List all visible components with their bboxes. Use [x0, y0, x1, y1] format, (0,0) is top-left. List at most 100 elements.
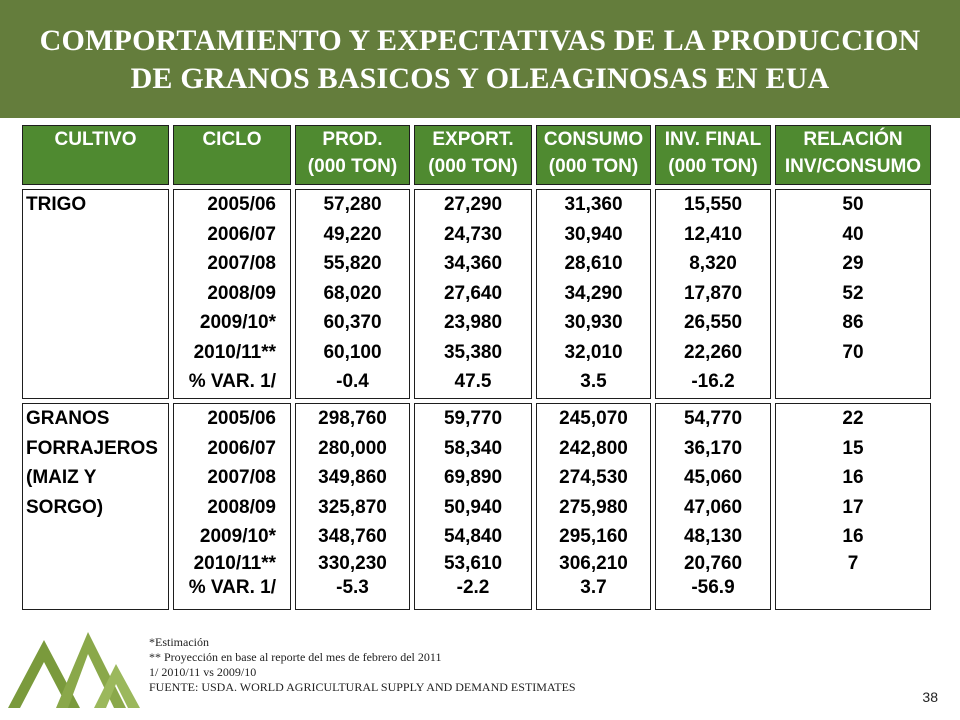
prod-value: 330,230: [318, 552, 387, 574]
prod-value: 60,370: [323, 312, 382, 333]
footnote: 1/ 2010/11 vs 2009/10: [149, 665, 257, 679]
ratio-value: 22: [842, 408, 864, 429]
ratio-value: 17: [842, 496, 864, 518]
consumo-value: 3.7: [580, 576, 607, 598]
crop-name: TRIGO: [26, 194, 87, 215]
inv-value: 47,060: [683, 496, 743, 518]
prod-value: 298,760: [318, 408, 387, 429]
export-value: 47.5: [454, 371, 492, 392]
header-label: EXPORT.: [432, 129, 514, 150]
export-value: 58,340: [443, 437, 503, 459]
inv-value: 45,060: [683, 467, 743, 488]
ratio-value: 29: [842, 253, 864, 274]
header-relacion: RELACIÓN INV/CONSUMO: [775, 125, 931, 185]
ratio-list: 50 40 29 52 86 70: [776, 190, 930, 397]
page-number: 38: [922, 689, 938, 705]
header-label: RELACIÓN: [803, 129, 903, 150]
title-line-1: COMPORTAMIENTO Y EXPECTATIVAS DE LA PROD…: [39, 24, 921, 57]
ratio-value: 16: [842, 467, 864, 488]
crop-name: SORGO): [26, 496, 104, 518]
export-value: 54,840: [443, 526, 503, 547]
header-label: (000 TON): [307, 156, 398, 177]
cycle-value: 2010/11**: [193, 552, 276, 574]
prod-value: 49,220: [323, 223, 382, 245]
inv-value: 26,550: [683, 312, 743, 333]
ratio-value: 16: [842, 526, 864, 547]
crop-name: GRANOS: [26, 408, 110, 429]
header-ciclo: CICLO: [173, 125, 291, 185]
cycle-value: % VAR. 1/: [188, 576, 276, 598]
inv-value: 8,320: [689, 253, 737, 274]
consumo-value: 274,530: [559, 467, 628, 488]
export-list: 59,770 58,340 69,890 50,940 54,840 53,61…: [415, 404, 531, 600]
ratio-value: 7: [847, 552, 859, 574]
inv-value: -56.9: [691, 576, 735, 598]
ratio-list: 22 15 16 17 16 7: [776, 404, 930, 600]
consumo-value: 275,980: [559, 496, 628, 518]
crop-name-list: TRIGO: [23, 190, 168, 220]
crop-name: (MAIZ Y: [26, 467, 97, 488]
ratio-value: 40: [842, 223, 864, 245]
ratio-value: 70: [842, 341, 864, 363]
export-value: 34,360: [443, 253, 503, 274]
logo-peak-right: [94, 664, 140, 708]
export-cell: 27,290 24,730 34,360 27,640 23,980 35,38…: [414, 189, 532, 399]
logo-peak-left: [8, 640, 80, 708]
export-value: 50,940: [443, 496, 503, 518]
consumo-value: 28,610: [564, 253, 623, 274]
consumo-value: 32,010: [564, 341, 623, 363]
header-label: (000 TON): [428, 156, 518, 177]
export-value: 23,980: [443, 312, 503, 333]
consumo-value: 30,930: [564, 312, 623, 333]
cycle-value: 2009/10*: [199, 312, 276, 333]
cycle-list: 2005/06 2006/07 2007/08 2008/09 2009/10*…: [174, 190, 290, 397]
header-label: INV/CONSUMO: [784, 156, 922, 177]
inv-value: 20,760: [683, 552, 743, 574]
consumo-value: 245,070: [559, 408, 628, 429]
prod-value: 55,820: [323, 253, 382, 274]
prod-value: -5.3: [336, 576, 369, 598]
slide-title: COMPORTAMIENTO Y EXPECTATIVAS DE LA PROD…: [0, 22, 960, 98]
cycle-value: 2010/11**: [193, 341, 276, 363]
export-value: 69,890: [443, 467, 503, 488]
cycle-value: 2009/10*: [199, 526, 276, 547]
export-list: 27,290 24,730 34,360 27,640 23,980 35,38…: [415, 190, 531, 397]
ratio-value: 15: [842, 437, 864, 459]
grain-table: CULTIVO CICLO PROD. (000 TON) EXPORT. (000…: [18, 121, 935, 614]
consumo-value: 30,940: [564, 223, 623, 245]
title-line-2: DE GRANOS BASICOS Y OLEAGINOSAS EN EUA: [130, 62, 830, 95]
consumo-cell: 245,070 242,800 274,530 275,980 295,160 …: [536, 403, 651, 610]
ratio-value: [776, 576, 930, 600]
prod-value: 348,760: [318, 526, 387, 547]
inv-cell: 15,550 12,410 8,320 17,870 26,550 22,260…: [655, 189, 771, 399]
footnote-source: FUENTE: USDA. WORLD AGRICULTURAL SUPPLY …: [149, 680, 576, 694]
cycle-cell: 2005/06 2006/07 2007/08 2008/09 2009/10*…: [173, 403, 291, 610]
cycle-cell: 2005/06 2006/07 2007/08 2008/09 2009/10*…: [173, 189, 291, 399]
inv-value: -16.2: [691, 371, 735, 392]
header-row: CULTIVO CICLO PROD. (000 TON) EXPORT. (000…: [22, 125, 931, 185]
export-value: 59,770: [443, 408, 503, 429]
cycle-value: 2008/09: [207, 282, 276, 304]
header-label: PROD.: [322, 129, 383, 150]
footnote: *Estimación: [149, 635, 209, 649]
header-label: (000 TON): [668, 156, 758, 177]
crop-cell: TRIGO: [22, 189, 169, 399]
prod-value: 57,280: [323, 194, 382, 215]
section-granos-forrajeros: GRANOS FORRAJEROS (MAIZ Y SORGO) 2005/06…: [22, 403, 931, 610]
cycle-list: 2005/06 2006/07 2007/08 2008/09 2009/10*…: [174, 404, 290, 600]
data-table-wrapper: CULTIVO CICLO PROD. (000 TON) EXPORT. (000…: [18, 121, 935, 614]
inv-value: 22,260: [683, 341, 743, 363]
cycle-value: 2007/08: [207, 467, 276, 488]
footnotes: *Estimación ** Proyección en base al rep…: [149, 635, 576, 695]
consumo-value: 3.5: [580, 371, 607, 392]
cycle-value: 2007/08: [207, 253, 276, 274]
export-value: 27,640: [443, 282, 503, 304]
cycle-value: 2006/07: [207, 223, 276, 245]
consumo-value: 34,290: [564, 282, 623, 304]
export-value: -2.2: [456, 576, 490, 598]
inv-value: 36,170: [683, 437, 743, 459]
header-label: INV. FINAL: [664, 129, 762, 150]
cycle-value: % VAR. 1/: [188, 371, 276, 392]
cycle-value: 2008/09: [207, 496, 276, 518]
prod-list: 57,280 49,220 55,820 68,020 60,370 60,10…: [296, 190, 409, 397]
